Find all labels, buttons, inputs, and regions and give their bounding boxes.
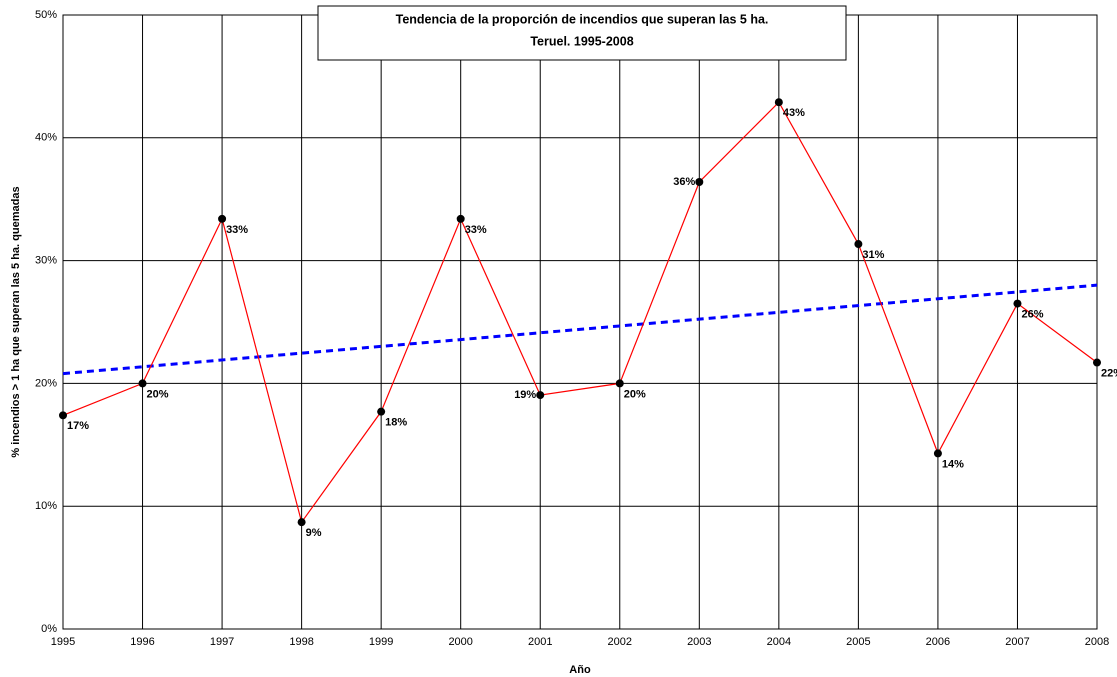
x-tick-label: 1995 <box>51 636 75 648</box>
data-point <box>1013 299 1022 308</box>
x-tick-label: 2004 <box>767 636 791 648</box>
data-label: 43% <box>783 107 805 119</box>
x-axis-label: Año <box>569 664 591 676</box>
data-point <box>933 449 942 458</box>
data-label: 20% <box>624 388 646 400</box>
data-line <box>62 101 1098 524</box>
title-box <box>317 5 847 61</box>
data-label: 18% <box>385 417 407 429</box>
data-point <box>138 379 147 388</box>
data-label: 36% <box>673 176 695 188</box>
plot-frame <box>62 14 1098 630</box>
data-label: 9% <box>306 527 322 539</box>
chart-title: Tendencia de la proporción de incendios … <box>396 12 769 26</box>
y-tick-label: 30% <box>35 255 57 267</box>
x-tick-label: 2001 <box>528 636 552 648</box>
data-point <box>536 391 545 400</box>
x-tick-label: 2007 <box>1005 636 1029 648</box>
y-tick-label: 20% <box>35 377 57 389</box>
x-tick-label: 2006 <box>926 636 950 648</box>
data-point <box>854 240 863 249</box>
data-point <box>377 407 386 416</box>
x-tick-label: 2003 <box>687 636 711 648</box>
data-point <box>695 178 704 187</box>
data-label: 33% <box>465 224 487 236</box>
data-label: 20% <box>147 388 169 400</box>
data-label: 26% <box>1021 308 1043 320</box>
data-label: 33% <box>226 224 248 236</box>
x-tick-label: 2000 <box>448 636 472 648</box>
data-label: 14% <box>942 458 964 470</box>
data-label: 22% <box>1101 367 1117 379</box>
x-tick-label: 1999 <box>369 636 393 648</box>
data-point <box>297 518 306 527</box>
data-point <box>615 379 624 388</box>
y-tick-label: 50% <box>35 9 57 21</box>
data-point <box>59 411 67 420</box>
data-label: 19% <box>514 389 536 401</box>
x-tick-label: 1998 <box>289 636 313 648</box>
data-point <box>1093 358 1101 367</box>
data-point <box>456 214 465 223</box>
y-axis-label: % incendios > 1 ha que superan las 5 ha.… <box>10 186 22 457</box>
x-tick-label: 2008 <box>1085 636 1109 648</box>
x-tick-label: 2005 <box>846 636 870 648</box>
data-label: 31% <box>862 249 884 261</box>
x-tick-label: 1997 <box>210 636 234 648</box>
chart-title: Teruel. 1995-2008 <box>530 34 633 48</box>
y-tick-label: 10% <box>35 500 57 512</box>
data-label: 17% <box>67 420 89 432</box>
y-tick-label: 0% <box>41 623 57 635</box>
data-point <box>218 214 227 223</box>
y-tick-label: 40% <box>35 132 57 144</box>
data-point <box>774 98 783 107</box>
x-tick-label: 1996 <box>130 636 154 648</box>
x-tick-label: 2002 <box>608 636 632 648</box>
trend-line <box>62 283 1098 376</box>
